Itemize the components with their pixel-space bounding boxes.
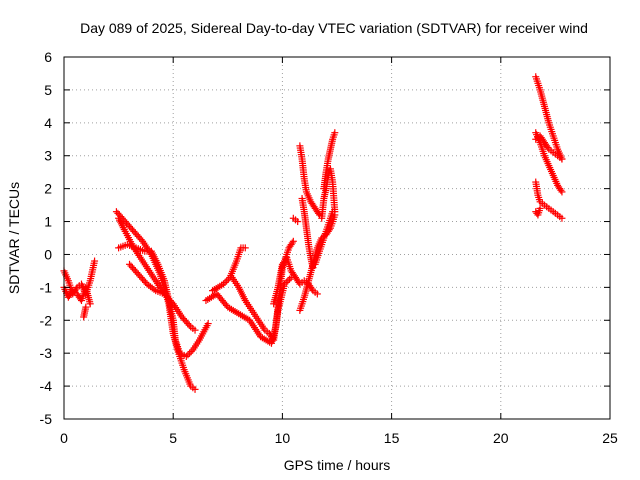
data-point xyxy=(536,204,544,212)
data-point xyxy=(82,303,90,311)
axis-ticks: 0 5 10 15 20 25 -5 -4 -3 -2 -1 0 1 2 3 4 5 6 xyxy=(40,49,618,446)
data-point xyxy=(282,278,290,286)
y-tick-label: 2 xyxy=(44,181,52,197)
x-tick-label: 20 xyxy=(493,430,509,446)
data-point xyxy=(289,237,297,245)
data-point xyxy=(558,155,566,163)
data-point xyxy=(86,300,94,308)
y-axis-label: SDTVAR / TECUs xyxy=(6,182,22,294)
data-point xyxy=(184,351,192,359)
y-tick-label: 5 xyxy=(44,82,52,98)
data-point xyxy=(191,326,199,334)
x-tick-label: 5 xyxy=(169,430,177,446)
data-point xyxy=(221,278,229,286)
data-point xyxy=(186,349,194,357)
data-point xyxy=(544,144,552,151)
y-tick-label: 3 xyxy=(44,148,52,164)
data-point xyxy=(557,186,565,194)
x-tick-label: 25 xyxy=(602,430,618,446)
y-tick-label: -5 xyxy=(40,411,53,427)
data-point xyxy=(223,277,231,285)
chart-title: Day 089 of 2025, Sidereal Day-to-day VTE… xyxy=(80,20,588,36)
y-tick-label: 0 xyxy=(44,246,52,262)
data-point xyxy=(142,278,150,286)
y-tick-label: 6 xyxy=(44,49,52,65)
data-point xyxy=(558,188,566,196)
x-axis-label: GPS time / hours xyxy=(284,457,391,473)
y-tick-label: 4 xyxy=(44,115,52,131)
x-tick-label: 0 xyxy=(60,430,68,446)
y-tick-label: -1 xyxy=(40,279,53,295)
data-point xyxy=(281,280,289,288)
data-point xyxy=(204,320,212,328)
data-point xyxy=(294,218,302,226)
data-point xyxy=(285,275,293,283)
data-point xyxy=(168,298,176,306)
data-point xyxy=(288,239,296,247)
data-point xyxy=(191,385,199,393)
plot-frame xyxy=(63,56,611,420)
x-tick-label: 10 xyxy=(275,430,291,446)
y-tick-label: -4 xyxy=(40,378,53,394)
data-point xyxy=(219,280,227,288)
y-tick-label: 1 xyxy=(44,214,52,230)
data-point xyxy=(241,244,249,252)
y-tick-label: -2 xyxy=(40,312,53,328)
data-point xyxy=(91,257,99,265)
y-tick-label: -3 xyxy=(40,345,53,361)
data-point xyxy=(284,277,292,285)
data-point xyxy=(72,285,80,293)
data-points xyxy=(60,73,566,393)
data-point xyxy=(331,208,339,216)
data-point xyxy=(313,290,321,298)
data-point xyxy=(185,321,193,329)
gridlines xyxy=(64,57,610,419)
x-tick-label: 15 xyxy=(384,430,400,446)
data-point xyxy=(558,214,566,222)
data-point xyxy=(137,236,145,244)
data-point xyxy=(331,129,339,137)
data-point xyxy=(187,348,195,356)
data-point xyxy=(182,352,190,360)
